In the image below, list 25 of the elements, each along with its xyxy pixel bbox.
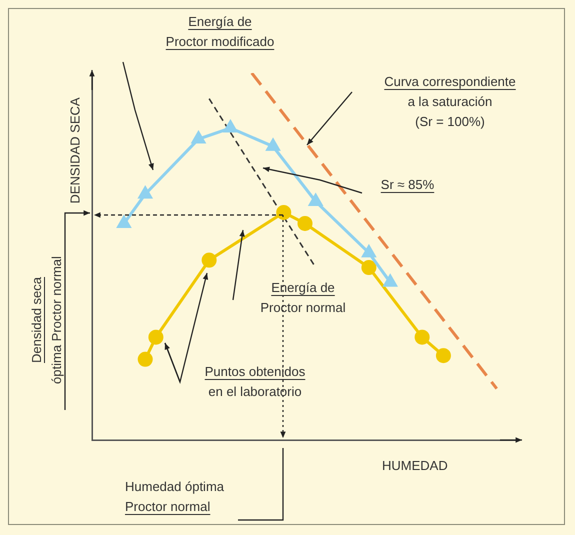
annotation: Curva correspondiente a la saturación (Sr = 100%) <box>383 73 517 131</box>
point <box>148 330 164 345</box>
point <box>298 216 312 231</box>
point <box>384 274 397 287</box>
point <box>117 216 131 228</box>
point <box>436 348 451 364</box>
point <box>266 138 280 151</box>
text: Energía de Proctor modificado <box>164 13 276 51</box>
text: Densidad seca óptima Proctor normal <box>28 255 65 386</box>
point <box>414 330 430 345</box>
annotation: Sr ≈ 85% <box>380 176 436 194</box>
point <box>224 120 238 133</box>
y-axis-title: DENSIDAD SECA <box>68 96 82 206</box>
point <box>138 352 153 367</box>
point <box>361 260 376 276</box>
point <box>308 194 322 206</box>
text: Humedad óptima Proctor normal <box>125 478 225 516</box>
point <box>192 132 206 144</box>
point <box>276 204 292 220</box>
point <box>138 186 152 199</box>
x-axis-title: HUMEDAD <box>382 458 448 473</box>
annotation: Puntos obtenidos en el laboratorio <box>204 363 306 401</box>
point <box>362 245 376 258</box>
point <box>202 252 217 268</box>
annotation: Energía de Proctor normal <box>259 279 347 317</box>
